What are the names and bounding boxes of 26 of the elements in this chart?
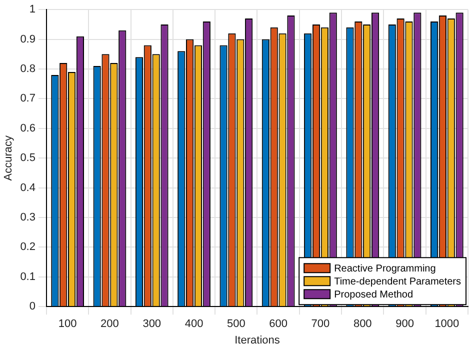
x-tick-label: 600 [269,318,288,330]
x-tick-label: 900 [396,318,414,330]
x-tick-label: 800 [353,318,372,330]
x-axis-title: Iterations [234,334,280,346]
y-tick-label: 0.1 [20,270,36,283]
legend-label: Proposed Method [334,289,414,300]
x-tick-label: 400 [184,318,204,330]
y-tick-label: 0.8 [20,63,36,76]
x-tick-label: 1000 [434,318,460,330]
x-tick-label: 100 [58,318,77,330]
legend-label: Reactive Programming [334,263,436,274]
x-tick-label: 500 [226,318,246,330]
y-tick-label: 0.5 [20,152,36,164]
y-tick-label: 0.3 [20,212,36,224]
x-tick-label: 200 [100,318,119,330]
y-axis-title: Accuracy [2,134,15,181]
legend-label: Time-dependent Parameters [334,276,462,288]
y-tick-label: 0.4 [20,182,36,194]
y-tick-label: 1 [29,4,36,16]
y-tick-label: 0.9 [20,33,36,46]
x-tick-label: 300 [142,318,162,330]
y-tick-label: 0.7 [20,92,36,105]
y-tick-label: 0 [29,300,36,313]
y-tick-label: 0.2 [20,241,36,254]
y-tick-label: 0.6 [20,122,36,134]
x-tick-label: 700 [311,318,330,330]
